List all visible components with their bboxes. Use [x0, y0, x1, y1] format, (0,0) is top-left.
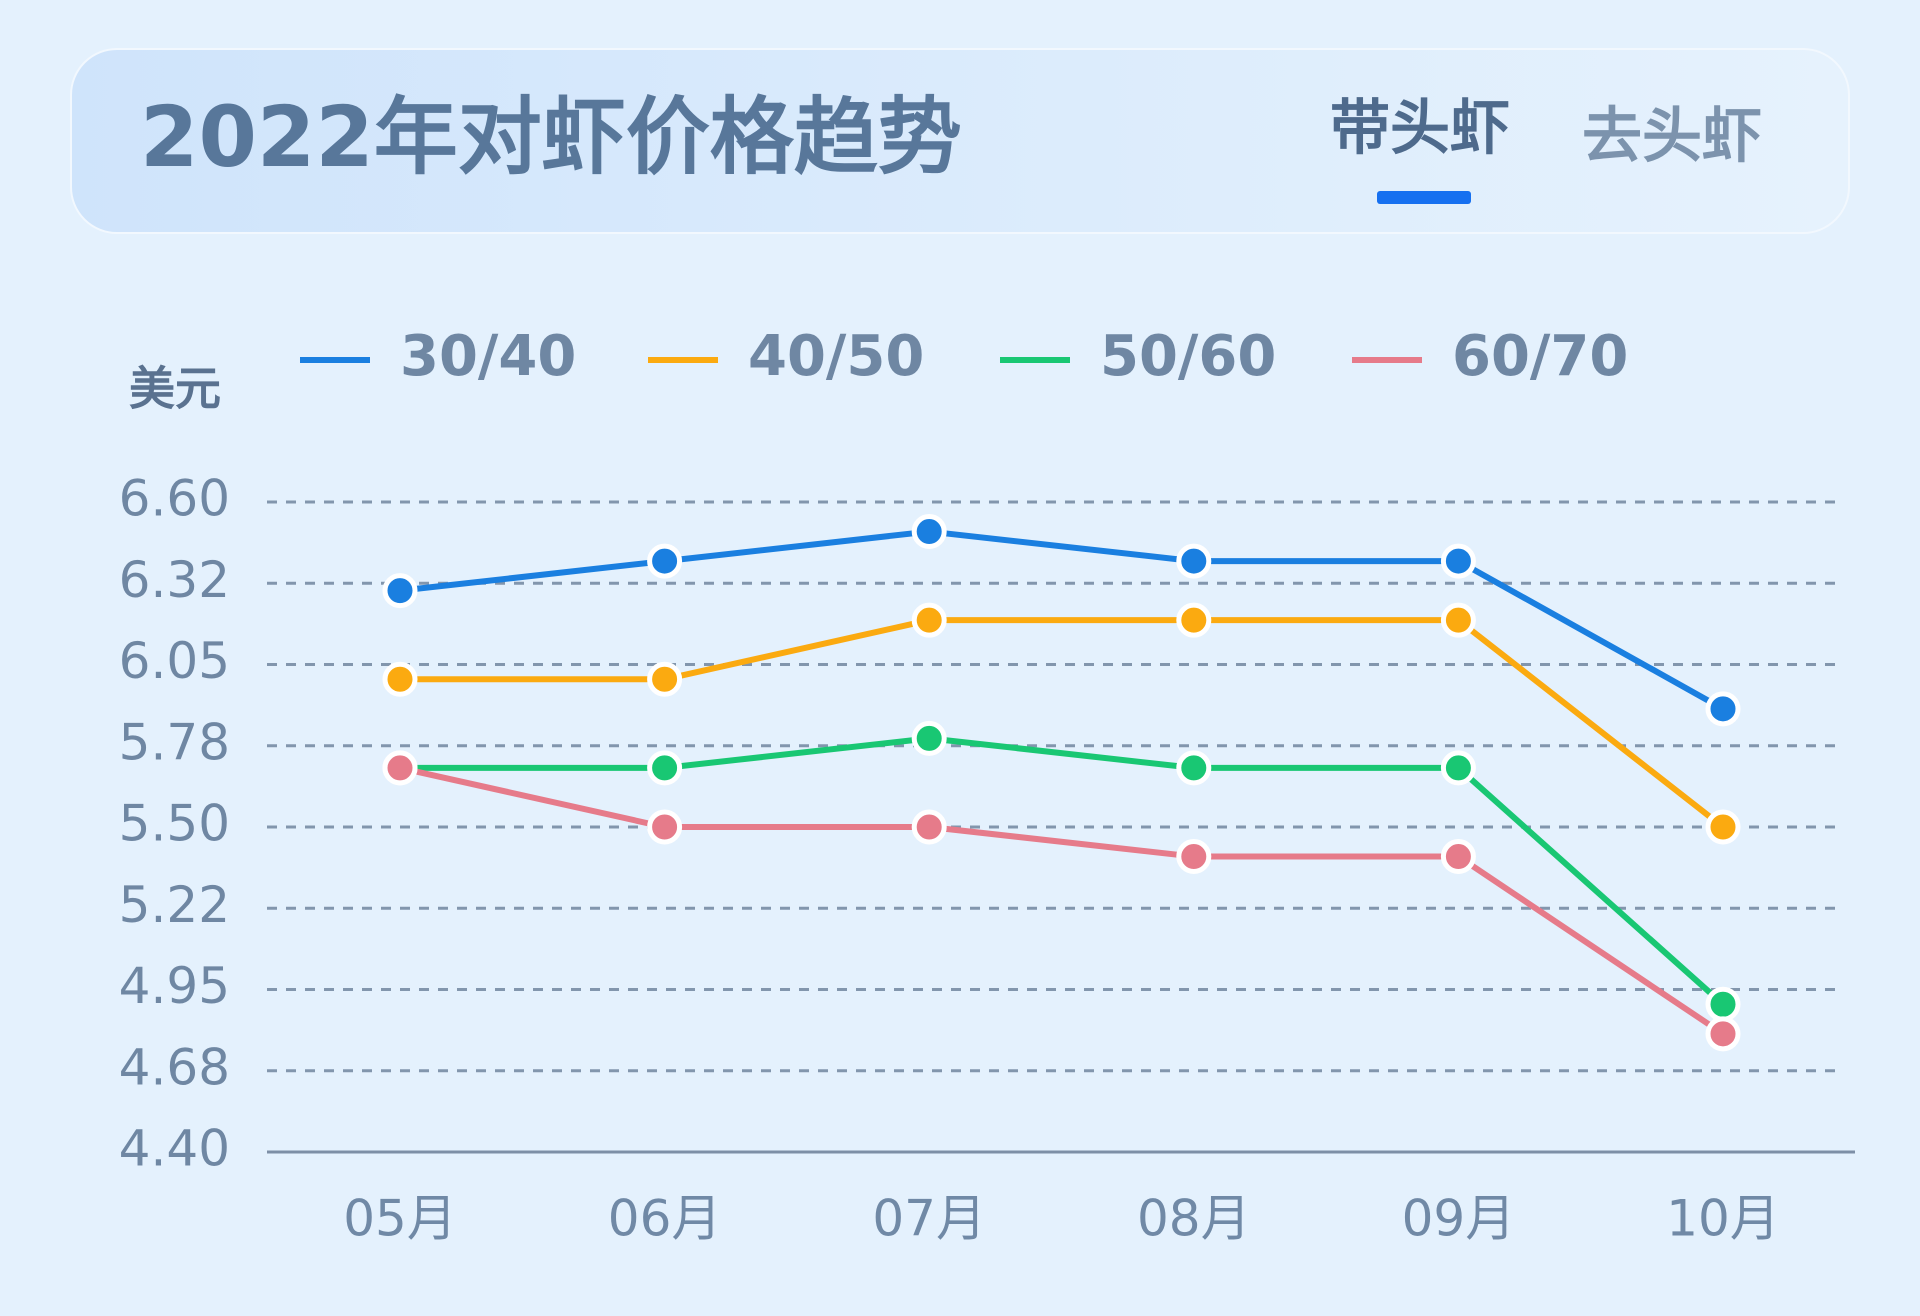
- y-tick-label: 6.32: [119, 551, 230, 609]
- y-tick-label: 5.50: [119, 795, 230, 853]
- data-point: [1176, 543, 1212, 579]
- y-tick-label: 6.60: [119, 470, 230, 528]
- x-tick-label: 06月: [608, 1190, 722, 1248]
- data-point: [382, 661, 418, 697]
- y-tick-label: 5.22: [119, 876, 230, 934]
- series-line: [399, 764, 1725, 1037]
- data-point: [911, 809, 947, 845]
- data-point: [647, 809, 683, 845]
- data-point: [1440, 543, 1476, 579]
- legend-label: 40/50: [748, 324, 924, 389]
- x-tick-label: 07月: [872, 1190, 986, 1248]
- tab[interactable]: 去头虾: [1582, 102, 1762, 172]
- data-point: [911, 720, 947, 756]
- y-tick-label: 6.05: [119, 632, 230, 690]
- tab-active[interactable]: 带头虾: [1330, 94, 1510, 164]
- data-point: [911, 602, 947, 638]
- header-card: [70, 48, 1850, 234]
- chart-title: 2022年对虾价格趋势: [140, 88, 962, 186]
- data-point: [1440, 602, 1476, 638]
- y-tick-label: 5.78: [119, 713, 230, 771]
- data-point: [647, 661, 683, 697]
- data-point: [1705, 691, 1741, 727]
- data-point: [1705, 809, 1741, 845]
- x-tick-label: 08月: [1137, 1190, 1251, 1248]
- y-tick-label: 4.68: [119, 1038, 230, 1096]
- plot: 4.40 4.68 4.95 5.22 5.50 5.78 6.05 6.32 6.60 05月 0…: [119, 324, 1855, 1248]
- y-tick-label: 4.40: [119, 1120, 230, 1178]
- data-point: [911, 514, 947, 550]
- y-axis-label: 美元: [129, 362, 221, 416]
- legend-label: 60/70: [1452, 324, 1628, 389]
- data-point: [382, 573, 418, 609]
- x-tick-label: 09月: [1402, 1190, 1516, 1248]
- data-point: [1176, 839, 1212, 875]
- legend-label: 50/60: [1100, 324, 1276, 389]
- series-line: [399, 528, 1725, 712]
- legend-label: 30/40: [400, 324, 576, 389]
- x-tick-label: 05月: [343, 1190, 457, 1248]
- data-point: [1705, 986, 1741, 1022]
- data-point: [1440, 839, 1476, 875]
- data-point: [1440, 750, 1476, 786]
- data-point: [382, 750, 418, 786]
- data-point: [1176, 602, 1212, 638]
- data-point: [1176, 750, 1212, 786]
- data-point: [1705, 1016, 1741, 1052]
- tab-indicator: [1377, 191, 1471, 204]
- data-point: [647, 750, 683, 786]
- y-tick-label: 4.95: [119, 957, 230, 1015]
- series-line: [400, 735, 1725, 1007]
- x-tick-label: 10月: [1666, 1190, 1780, 1248]
- series-line: [400, 617, 1725, 830]
- data-point: [647, 543, 683, 579]
